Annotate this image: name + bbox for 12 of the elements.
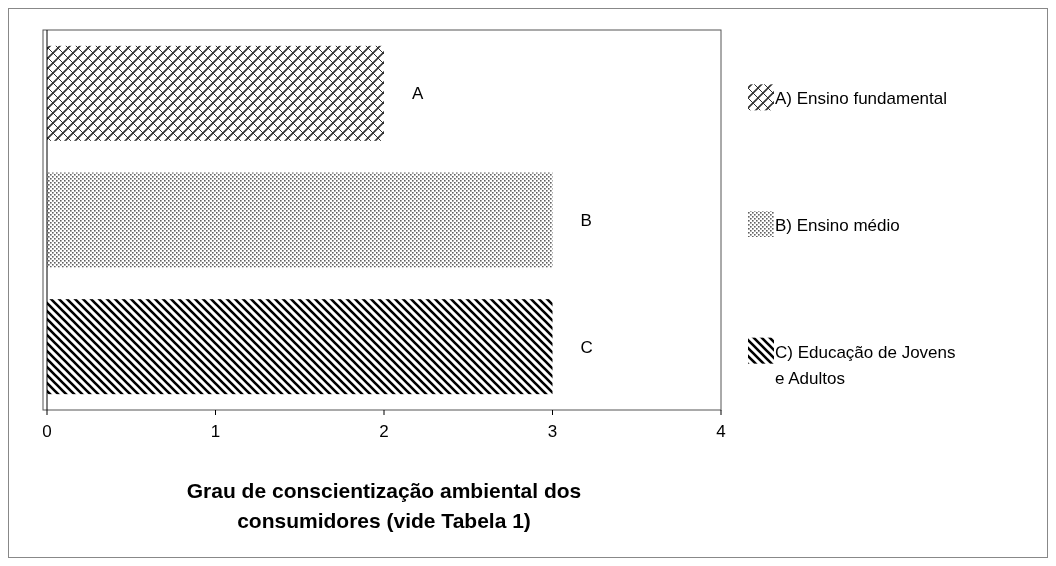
legend-label: A) Ensino fundamental [775, 89, 947, 109]
x-tick-label: 0 [42, 422, 52, 441]
legend-label: C) Educação de Jovens e Adultos [775, 342, 956, 388]
x-tick-label: 1 [210, 422, 221, 441]
data-label: A [412, 84, 424, 104]
x-tick-label: 4 [716, 422, 726, 441]
x-axis-title: Grau de conscientização ambiental dos consumidores (vide Tabela 1) [186, 479, 582, 532]
data-label: B [580, 210, 592, 230]
legend-label: B) Ensino médio [775, 216, 900, 235]
data-label: C [580, 337, 593, 357]
x-tick-label: 2 [379, 422, 389, 441]
x-tick-label: 3 [547, 422, 558, 441]
